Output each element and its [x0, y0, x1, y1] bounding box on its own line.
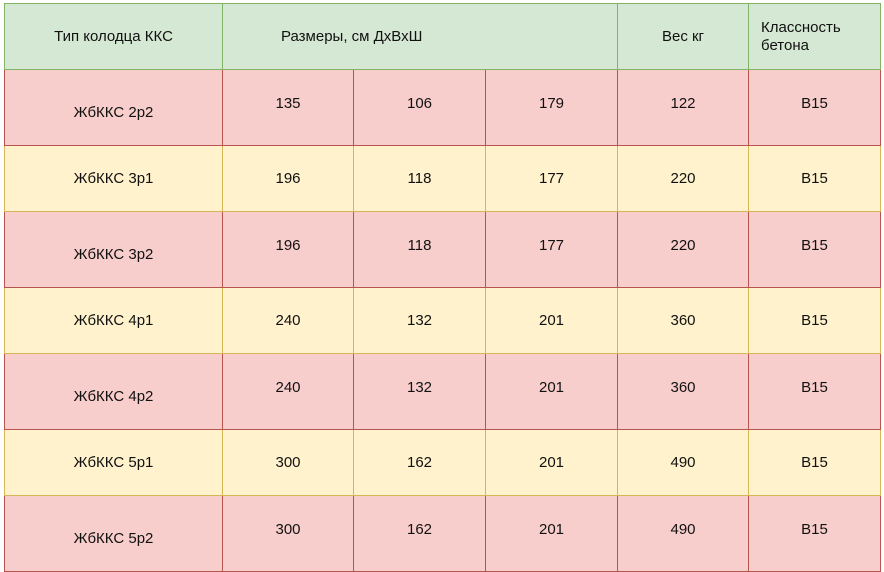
cell-height: 118: [353, 145, 486, 212]
cell-width: 177: [484, 211, 619, 288]
cell-length: 300: [222, 495, 354, 572]
cell-width: 201: [484, 353, 619, 430]
cell-width: 177: [484, 145, 619, 212]
cell-weight: 360: [617, 353, 750, 430]
table-row: ЖбККС 2р2 135 106 179 122 B15: [4, 69, 882, 146]
table-row: ЖбККС 5р1 300 162 201 490 B15: [4, 429, 882, 496]
cell-length: 196: [222, 211, 354, 288]
cell-concrete-class: B15: [748, 353, 882, 430]
cell-weight: 122: [617, 69, 750, 146]
cell-type: ЖбККС 4р2: [4, 353, 223, 430]
cell-height: 132: [353, 287, 486, 354]
cell-length: 240: [222, 287, 354, 354]
table-row: ЖбККС 4р1 240 132 201 360 B15: [4, 287, 882, 354]
cell-type: ЖбККС 2р2: [4, 69, 223, 146]
cell-height: 106: [353, 69, 486, 146]
cell-length: 300: [222, 429, 354, 496]
header-type: Тип колодца ККС: [4, 3, 223, 70]
table-container: Тип колодца ККС Размеры, см ДхВхШ Вес кг…: [4, 3, 882, 572]
table-row: ЖбККС 4р2 240 132 201 360 B15: [4, 353, 882, 430]
cell-width: 179: [484, 69, 619, 146]
table-row: ЖбККС 3р2 196 118 177 220 B15: [4, 211, 882, 288]
header-concrete-class: Классность бетона: [748, 3, 882, 70]
cell-concrete-class: B15: [748, 69, 882, 146]
cell-concrete-class: B15: [748, 145, 882, 212]
cell-length: 240: [222, 353, 354, 430]
header-weight: Вес кг: [617, 3, 750, 70]
cell-width: 201: [484, 429, 619, 496]
table-row: ЖбККС 5р2 300 162 201 490 B15: [4, 495, 882, 572]
cell-type: ЖбККС 3р2: [4, 211, 223, 288]
cell-height: 162: [353, 495, 486, 572]
cell-weight: 220: [617, 145, 750, 212]
header-dimensions: Размеры, см ДхВхШ: [221, 3, 619, 70]
cell-weight: 490: [617, 429, 750, 496]
cell-width: 201: [484, 495, 619, 572]
cell-weight: 220: [617, 211, 750, 288]
table-row: ЖбККС 3р1 196 118 177 220 B15: [4, 145, 882, 212]
cell-concrete-class: B15: [748, 211, 882, 288]
cell-length: 196: [222, 145, 354, 212]
cell-concrete-class: B15: [748, 287, 882, 354]
cell-concrete-class: B15: [748, 495, 882, 572]
cell-height: 132: [353, 353, 486, 430]
cell-weight: 360: [617, 287, 750, 354]
cell-height: 118: [353, 211, 486, 288]
cell-height: 162: [353, 429, 486, 496]
table-header-row: Тип колодца ККС Размеры, см ДхВхШ Вес кг…: [4, 3, 882, 70]
cell-length: 135: [222, 69, 354, 146]
cell-weight: 490: [617, 495, 750, 572]
cell-type: ЖбККС 3р1: [4, 145, 223, 212]
cell-type: ЖбККС 5р2: [4, 495, 223, 572]
cell-concrete-class: B15: [748, 429, 882, 496]
cell-type: ЖбККС 5р1: [4, 429, 223, 496]
cell-type: ЖбККС 4р1: [4, 287, 223, 354]
cell-width: 201: [484, 287, 619, 354]
wells-table: Тип колодца ККС Размеры, см ДхВхШ Вес кг…: [4, 3, 882, 572]
